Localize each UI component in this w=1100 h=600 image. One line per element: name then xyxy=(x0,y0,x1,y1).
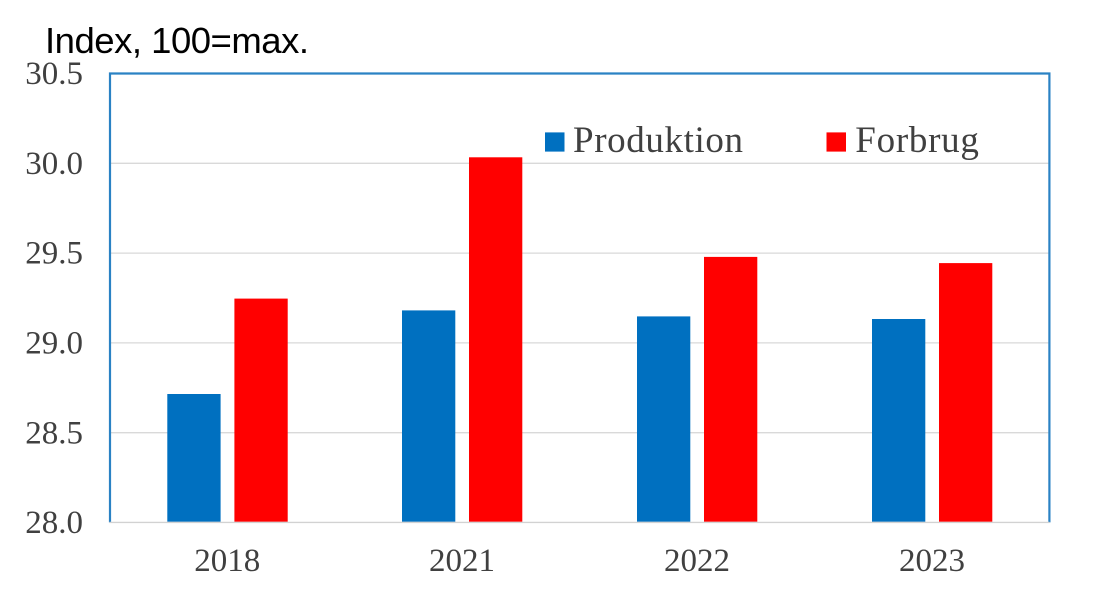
svg-text:2022: 2022 xyxy=(664,543,730,579)
svg-text:2023: 2023 xyxy=(899,543,965,579)
svg-text:Forbrug: Forbrug xyxy=(855,120,979,161)
svg-text:30.5: 30.5 xyxy=(25,56,83,92)
svg-text:Produktion: Produktion xyxy=(573,120,743,161)
svg-text:29.0: 29.0 xyxy=(25,326,83,362)
svg-text:29.5: 29.5 xyxy=(25,236,83,272)
svg-text:28.0: 28.0 xyxy=(25,505,83,541)
svg-text:2018: 2018 xyxy=(194,543,260,579)
svg-text:30.0: 30.0 xyxy=(25,146,83,182)
svg-text:2021: 2021 xyxy=(429,543,495,579)
svg-text:Index, 100=max.: Index, 100=max. xyxy=(45,20,309,61)
svg-text:28.5: 28.5 xyxy=(25,415,83,451)
